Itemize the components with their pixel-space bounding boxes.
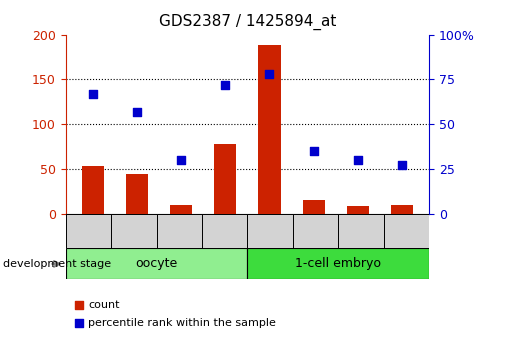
FancyBboxPatch shape	[247, 248, 429, 279]
Text: development stage: development stage	[3, 259, 111, 269]
Point	[354, 157, 362, 163]
Bar	[259, 45, 280, 214]
Point	[266, 71, 274, 77]
FancyBboxPatch shape	[338, 214, 384, 248]
Bar	[170, 205, 192, 214]
Point	[89, 91, 97, 97]
Point	[75, 303, 83, 308]
Text: oocyte: oocyte	[135, 257, 178, 270]
Text: percentile rank within the sample: percentile rank within the sample	[88, 318, 276, 327]
Point	[75, 320, 83, 325]
FancyBboxPatch shape	[247, 214, 293, 248]
Point	[133, 109, 141, 115]
Title: GDS2387 / 1425894_at: GDS2387 / 1425894_at	[159, 14, 336, 30]
FancyBboxPatch shape	[384, 214, 429, 248]
Bar	[82, 166, 104, 214]
Point	[310, 148, 318, 154]
FancyBboxPatch shape	[66, 214, 111, 248]
FancyBboxPatch shape	[293, 214, 338, 248]
Point	[221, 82, 229, 88]
Point	[177, 157, 185, 163]
FancyBboxPatch shape	[202, 214, 247, 248]
Bar	[126, 174, 148, 214]
Point	[397, 163, 406, 168]
Bar	[302, 200, 325, 214]
Text: 1-cell embryo: 1-cell embryo	[295, 257, 381, 270]
Bar	[391, 205, 413, 214]
Text: count: count	[88, 300, 120, 310]
FancyBboxPatch shape	[157, 214, 202, 248]
Bar	[215, 144, 236, 214]
Bar	[346, 206, 369, 214]
FancyBboxPatch shape	[111, 214, 157, 248]
FancyBboxPatch shape	[66, 248, 247, 279]
